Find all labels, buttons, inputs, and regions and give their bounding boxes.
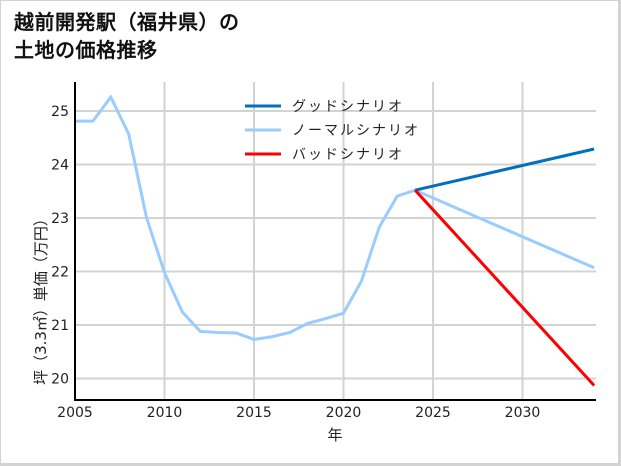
x-tick-labels: 2005 2010 2015 2020 2025 2030 <box>57 405 540 421</box>
chart-title-line2: 土地の価格推移 <box>14 38 158 62</box>
series-line-1 <box>414 147 595 192</box>
y-tick-label: 22 <box>51 265 69 281</box>
axes <box>74 82 596 401</box>
data-series <box>75 94 596 387</box>
y-tick-label: 24 <box>51 158 69 174</box>
x-tick-label: 2010 <box>147 405 183 421</box>
y-axis-label: 坪（3.3㎡）単価（万円） <box>32 211 50 385</box>
series-line-0 <box>75 94 595 341</box>
legend-label: グッドシナリオ <box>292 99 404 115</box>
y-tick-labels: 20 21 22 23 24 25 <box>51 104 69 388</box>
legend-label: バッドシナリオ <box>292 147 404 163</box>
y-tick-label: 20 <box>51 372 69 388</box>
legend-label: ノーマルシナリオ <box>292 123 420 139</box>
x-tick-label: 2030 <box>505 405 541 421</box>
x-tick-label: 2005 <box>57 405 93 421</box>
chart-title-line1: 越前開発駅（福井県）の <box>14 10 240 34</box>
y-tick-label: 23 <box>51 211 69 227</box>
grid-lines <box>74 82 596 400</box>
y-tick-label: 25 <box>51 104 69 120</box>
series-line-2 <box>413 189 596 387</box>
x-tick-label: 2020 <box>326 405 362 421</box>
x-axis-label: 年 <box>327 426 342 444</box>
chart-title: 越前開発駅（福井県）の 土地の価格推移 <box>14 8 240 64</box>
x-tick-label: 2015 <box>236 405 272 421</box>
x-tick-label: 2025 <box>415 405 451 421</box>
y-tick-label: 21 <box>51 318 69 334</box>
